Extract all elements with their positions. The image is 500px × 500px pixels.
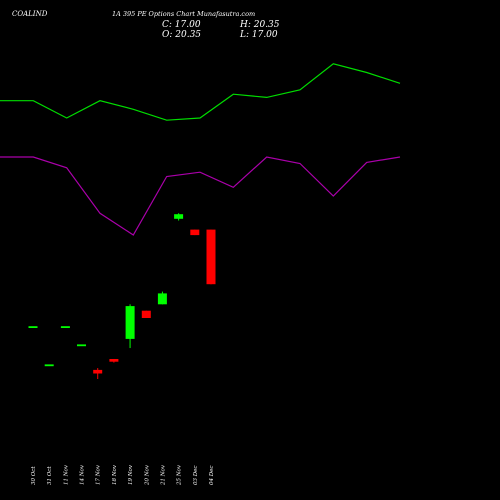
x-tick-label: 18 Nov: [112, 464, 118, 485]
indicator-line-1: [0, 63, 401, 121]
candle-body: [109, 359, 119, 362]
candle-body: [190, 229, 200, 236]
x-tick-label: 20 Nov: [144, 464, 150, 486]
close-value: C: 17.00: [162, 20, 201, 30]
indicator-panel: [0, 63, 401, 236]
x-tick-label: 30 Oct: [31, 466, 37, 485]
indicator-line-2: [0, 156, 401, 236]
x-tick-label: 19 Nov: [128, 464, 134, 485]
symbol-label: COALIND: [12, 10, 48, 18]
x-tick-label: 31 Oct: [47, 466, 53, 485]
candle-body: [28, 326, 38, 328]
candle-body: [60, 326, 70, 328]
x-tick-label: 21 Nov: [160, 464, 166, 486]
high-value: H: 20.35: [239, 20, 280, 30]
candle-body: [93, 369, 103, 374]
x-axis: 30 Oct 31 Oct 11 Nov 14 Nov 17 Nov 18 Nov 19 N…: [31, 464, 215, 486]
x-tick-label: 11 Nov: [63, 464, 69, 485]
candlestick-panel: [28, 213, 216, 379]
x-tick-label: 03 Dec: [193, 466, 199, 486]
candle-body: [174, 214, 184, 219]
x-tick-label: 04 Dec: [209, 466, 215, 486]
candle-body: [141, 310, 151, 318]
candle-body: [125, 306, 135, 339]
x-tick-label: 17 Nov: [96, 464, 102, 485]
chart-title: 1A 395 PE Options Chart Munafasutra.com: [112, 10, 255, 18]
candle-body: [157, 293, 167, 305]
candle-body: [44, 364, 54, 367]
x-tick-label: 25 Nov: [177, 464, 183, 486]
low-value: L: 17.00: [239, 30, 278, 40]
candle-body: [77, 344, 86, 347]
open-value: O: 20.35: [162, 30, 201, 40]
candle-body: [206, 229, 216, 285]
x-tick-label: 14 Nov: [80, 464, 86, 485]
